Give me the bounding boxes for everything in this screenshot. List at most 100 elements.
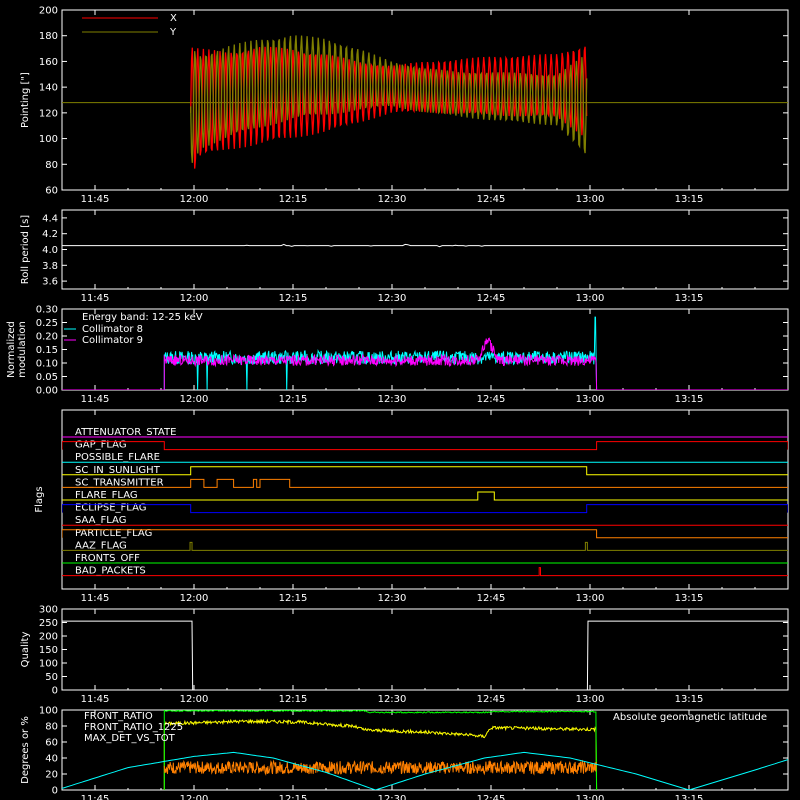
x-tick-label: 12:00 (180, 394, 209, 405)
x-tick-label: 12:00 (180, 794, 209, 800)
legend-label-y: Y (169, 27, 177, 38)
x-tick-label: 13:15 (675, 394, 704, 405)
y-tick-label: 3.8 (42, 261, 58, 272)
y-tick-label: 160 (39, 57, 58, 68)
y-tick-label: 180 (39, 31, 58, 42)
flag-line-flare-flag (62, 491, 788, 501)
pointing-panel: 11:45 12:00 12:15 12:30 12:45 13:00 13:15 60 80 1… (20, 6, 789, 205)
x-tick-label: 12:00 (180, 293, 209, 304)
y-axis-label: Degrees or % (20, 716, 31, 784)
x-tick-label: 12:30 (378, 194, 407, 205)
series-line-front-ratio (163, 718, 598, 790)
x-tick-label: 12:30 (378, 394, 407, 405)
x-tick-label: 13:15 (675, 794, 704, 800)
y-tick-label: 0.25 (36, 318, 58, 329)
modulation-panel: 11:45 12:00 12:15 12:30 12:45 13:00 13:15 0.00 0… (6, 305, 789, 405)
y-tick-label: 0 (52, 686, 58, 697)
y-axis-label: Quality (20, 632, 31, 668)
x-tick-label: 12:00 (180, 593, 209, 604)
legend-label-x: X (170, 13, 177, 24)
y-tick-label: 50 (45, 672, 58, 683)
ratios-panel: 11:45 12:00 12:15 12:30 12:45 13:00 13:15 0 20 40… (20, 706, 789, 800)
y-tick-label: 300 (39, 605, 58, 616)
flag-label: SC_TRANSMITTER (75, 477, 164, 488)
flag-line-bad-packets (62, 567, 788, 577)
y-tick-label: 0.30 (36, 305, 58, 316)
x-tick-label: 12:15 (279, 794, 308, 800)
x-tick-label: 12:30 (378, 794, 407, 800)
y-tick-label: 250 (39, 618, 58, 629)
x-tick-label: 11:45 (81, 694, 110, 705)
x-tick-label: 12:45 (477, 593, 506, 604)
quality-line (62, 620, 788, 690)
series-line-absolute-geomagnetic-latitude (62, 751, 788, 790)
y-tick-label: 0.15 (36, 345, 58, 356)
x-tick-label: 11:45 (81, 293, 110, 304)
series-line-collimator-8 (62, 316, 788, 390)
legend-label: FRONT_RATIO_1225 (84, 722, 183, 733)
flag-line-particle-flag (62, 529, 788, 539)
flag-label: FRONTS_OFF (75, 553, 140, 564)
x-tick-label: 13:15 (675, 694, 704, 705)
y-axis-label: Flags (34, 486, 45, 512)
y-tick-label: 0.00 (36, 386, 58, 397)
y-tick-label: 0 (52, 786, 58, 797)
y-tick-label: 60 (45, 738, 58, 749)
x-tick-label: 13:00 (576, 394, 605, 405)
roll-panel: 11:45 12:00 12:15 12:30 12:45 13:00 13:15 3.6 3.… (20, 209, 789, 304)
flag-label: SAA_FLAG (75, 515, 126, 526)
flag-line-sc-in-sunlight (62, 466, 788, 476)
x-tick-label: 12:15 (279, 194, 308, 205)
y-tick-label: 140 (39, 83, 58, 94)
quality-panel: 11:45 12:00 12:15 12:30 12:45 13:00 13:15 0 50 10… (20, 605, 789, 705)
x-tick-label: 12:00 (180, 694, 209, 705)
y-tick-label: 4.2 (42, 229, 58, 240)
flag-label: ATTENUATOR_STATE (75, 427, 176, 438)
chart-title: Energy band: 12-25 keV (82, 312, 203, 323)
y-axis-label: Pointing ["] (20, 72, 31, 128)
y-axis-label: Roll period [s] (20, 215, 31, 284)
x-tick-label: 13:00 (576, 593, 605, 604)
series-line-x (190, 46, 588, 169)
flag-line-eclipse-flag (62, 504, 788, 514)
flag-label: ECLIPSE_FLAG (75, 503, 146, 514)
flag-line-aaz-flag (62, 541, 788, 551)
x-tick-label: 11:45 (81, 794, 110, 800)
y-tick-label: 200 (39, 632, 58, 643)
y-tick-label: 150 (39, 645, 58, 656)
x-tick-label: 12:45 (477, 293, 506, 304)
x-tick-label: 13:00 (576, 794, 605, 800)
x-tick-label: 12:30 (378, 694, 407, 705)
x-tick-label: 12:45 (477, 694, 506, 705)
flag-line-gap-flag (62, 441, 788, 451)
x-tick-label: 13:00 (576, 694, 605, 705)
y-tick-label: 80 (45, 722, 58, 733)
flag-label: AAZ_FLAG (75, 540, 127, 551)
y-tick-label: 100 (39, 134, 58, 145)
y-axis-label: modulation (17, 321, 28, 378)
series-line-front-ratio-1225 (163, 710, 598, 790)
legend-label: MAX_DET_VS_TOT (84, 733, 176, 744)
y-tick-label: 0.20 (36, 332, 58, 343)
flag-label: SC_IN_SUNLIGHT (75, 465, 161, 476)
flags-panel: 11:45 12:00 12:15 12:30 12:45 13:00 13:15 Flags… (34, 409, 789, 604)
flag-label: BAD_PACKETS (75, 566, 146, 577)
flag-label: FLARE_FLAG (75, 490, 138, 501)
y-tick-label: 20 (45, 770, 58, 781)
x-tick-label: 13:15 (675, 293, 704, 304)
x-tick-label: 12:15 (279, 394, 308, 405)
flag-label: GAP_FLAG (75, 440, 127, 451)
series-line-y (190, 35, 588, 163)
x-tick-label: 12:00 (180, 194, 209, 205)
x-tick-label: 11:45 (81, 394, 110, 405)
x-tick-label: 12:45 (477, 394, 506, 405)
x-tick-label: 13:15 (675, 593, 704, 604)
flag-label: POSSIBLE_FLARE (75, 452, 160, 463)
y-tick-label: 40 (45, 754, 58, 765)
x-tick-label: 12:45 (477, 194, 506, 205)
x-tick-label: 13:15 (675, 194, 704, 205)
legend-label: Collimator 9 (82, 335, 143, 346)
x-tick-label: 12:15 (279, 293, 308, 304)
flag-label: PARTICLE_FLAG (75, 528, 152, 539)
